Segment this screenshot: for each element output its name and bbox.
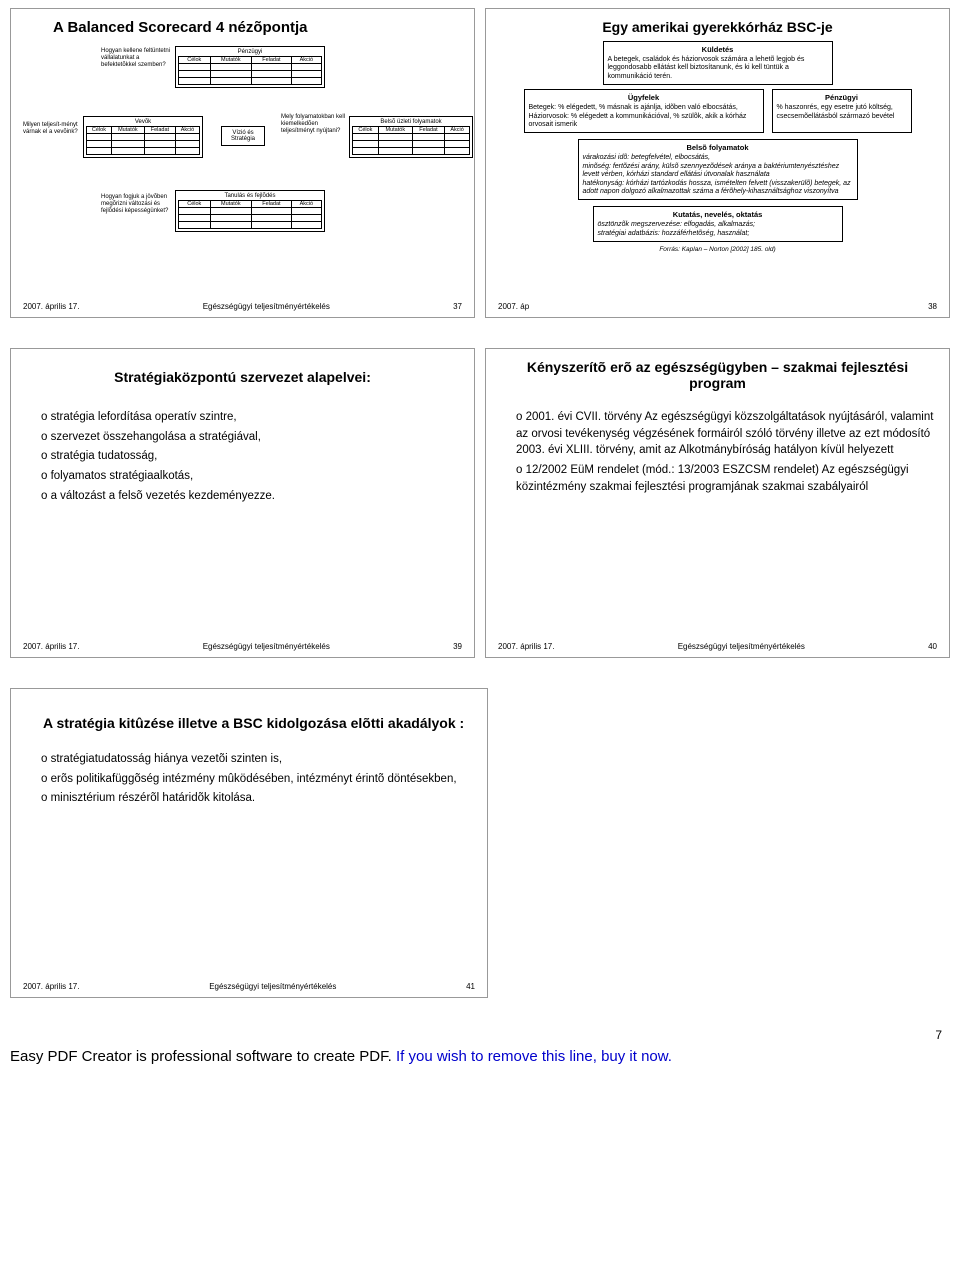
slide-title: Egy amerikai gyerekkórház BSC-je (498, 19, 937, 35)
bsc-diagram: Hogyan kellene feltüntetni vállalatunkat… (23, 42, 462, 272)
slide-37: A Balanced Scorecard 4 nézõpontja Hogyan… (10, 8, 475, 318)
slide-title: Stratégiaközpontú szervezet alapelvei: (23, 369, 462, 385)
bullet: stratégiatudatosság hiánya vezetõi szint… (41, 751, 475, 768)
footer-mid: Egészségügyi teljesítményértékelés (678, 642, 805, 651)
footer-num: 38 (928, 302, 937, 311)
bullet: folyamatos stratégiaalkotás, (41, 468, 462, 485)
slide-title: A stratégia kitûzése illetve a BSC kidol… (43, 715, 475, 731)
slide-38: Egy amerikai gyerekkórház BSC-je Küldeté… (485, 8, 950, 318)
bsc-q-financial: Hogyan kellene feltüntetni vállalatunkat… (101, 48, 171, 69)
bullet: erõs politikafüggõség intézmény mûködésé… (41, 771, 475, 788)
bullet-list: stratégia lefordítása operatív szintre, … (41, 409, 462, 504)
box-title: Pénzügyi (178, 49, 322, 55)
box-title: Belsõ üzleti folyamatok (352, 119, 470, 125)
footer-date: 2007. április 17. (498, 642, 554, 651)
bullet: minisztérium részérõl határidõk kitolása… (41, 790, 475, 807)
mini-table: CélokMutatókFeladatAkció (178, 200, 322, 229)
learning-box: Kutatás, nevelés, oktatás ösztönzõk megs… (593, 206, 843, 242)
slide-footer: 2007. április 17. Egészségügyi teljesítm… (23, 302, 462, 311)
bullet: a változást a felsõ vezetés kezdeményezz… (41, 488, 462, 505)
footer-mid: Egészségügyi teljesítményértékelés (209, 982, 336, 991)
bsc-q-learning: Hogyan fogjuk a jövõben megõrizni változ… (101, 194, 173, 215)
box-heading: Pénzügyi (777, 93, 907, 102)
footer-mid: Egészségügyi teljesítményértékelés (203, 302, 330, 311)
pdf-text-a: Easy PDF Creator is professional softwar… (10, 1048, 396, 1065)
box-heading: Kutatás, nevelés, oktatás (598, 210, 838, 219)
slide-title: Kényszerítõ erõ az egészségügyben – szak… (498, 359, 937, 391)
box-text: Betegek: % elégedett, % másnak is ajánlj… (529, 104, 759, 129)
bullet: 12/2002 EüM rendelet (mód.: 13/2003 ESZC… (516, 462, 937, 495)
mini-table: CélokMutatókFeladatAkció (352, 126, 470, 155)
bsc-q-processes: Mely folyamatokban kell kiemelkedõen tel… (281, 114, 347, 135)
bullet: szervezet összehangolása a stratégiával, (41, 429, 462, 446)
footer-date: 2007. áp (498, 302, 529, 311)
bsc-box-learning: Tanulás és fejlõdés CélokMutatókFeladatA… (175, 190, 325, 232)
slide-title: A Balanced Scorecard 4 nézõpontja (53, 19, 462, 36)
bsc-box-processes: Belsõ üzleti folyamatok CélokMutatókFela… (349, 116, 473, 158)
slide-footer: 2007. április 17. Egészségügyi teljesítm… (498, 642, 937, 651)
box-text: A betegek, családok és háziorvosok számá… (608, 56, 828, 81)
vision-box: Vízió és Stratégia (221, 126, 265, 146)
box-text: ösztönzõk megszervezése: elfogadás, alka… (598, 221, 838, 238)
bullet-list: 2001. évi CVII. törvény Az egészségügyi … (516, 409, 937, 495)
bsc-box-customers: Vevõk CélokMutatókFeladatAkció (83, 116, 203, 158)
box-text: % haszonrés, egy esetre jutó költség, cs… (777, 104, 907, 121)
page-number: 7 (0, 1028, 960, 1044)
box-heading: Ügyfelek (529, 93, 759, 102)
slide-40: Kényszerítõ erõ az egészségügyben – szak… (485, 348, 950, 658)
footer-mid: Egészségügyi teljesítményértékelés (203, 642, 330, 651)
box-title: Tanulás és fejlõdés (178, 193, 322, 199)
pdf-watermark: Easy PDF Creator is professional softwar… (0, 1044, 960, 1073)
mini-table: CélokMutatókFeladatAkció (178, 56, 322, 85)
footer-num: 40 (928, 642, 937, 651)
slide-39: Stratégiaközpontú szervezet alapelvei: s… (10, 348, 475, 658)
mission-box: Küldetés A betegek, családok és háziorvo… (603, 41, 833, 85)
slide-41: A stratégia kitûzése illetve a BSC kidol… (10, 688, 488, 998)
financial-box: Pénzügyi % haszonrés, egy esetre jutó kö… (772, 89, 912, 133)
bullet-list: stratégiatudatosság hiánya vezetõi szint… (41, 751, 475, 807)
footer-num: 37 (453, 302, 462, 311)
footer-date: 2007. április 17. (23, 642, 79, 651)
slide-footer: 2007. április 17. Egészségügyi teljesítm… (23, 642, 462, 651)
processes-box: Belsõ folyamatok várakozási idõ: betegfe… (578, 139, 858, 200)
slide-footer: 2007. április 17. Egészségügyi teljesítm… (23, 982, 475, 991)
bullet: stratégia lefordítása operatív szintre, (41, 409, 462, 426)
pdf-text-b: If you wish to remove this line, buy it … (396, 1048, 672, 1065)
bullet: 2001. évi CVII. törvény Az egészségügyi … (516, 409, 937, 459)
bsc-q-customers: Milyen teljesít-ményt várnak el a vevõin… (23, 122, 81, 136)
box-title: Vevõk (86, 119, 200, 125)
source-cite: Forrás: Kaplan – Norton [2002] 185. old) (498, 246, 937, 253)
empty-slot (498, 688, 950, 998)
bullet: stratégia tudatosság, (41, 448, 462, 465)
footer-date: 2007. április 17. (23, 302, 79, 311)
box-heading: Küldetés (608, 45, 828, 54)
bsc-box-financial: Pénzügyi CélokMutatókFeladatAkció (175, 46, 325, 88)
mini-table: CélokMutatókFeladatAkció (86, 126, 200, 155)
footer-date: 2007. április 17. (23, 982, 79, 991)
customers-box: Ügyfelek Betegek: % elégedett, % másnak … (524, 89, 764, 133)
box-text: várakozási idõ: betegfelvétel, elbocsátá… (583, 154, 853, 196)
footer-num: 41 (466, 982, 475, 991)
box-heading: Belsõ folyamatok (583, 143, 853, 152)
slide-footer: 2007. áp 38 (498, 302, 937, 311)
footer-num: 39 (453, 642, 462, 651)
